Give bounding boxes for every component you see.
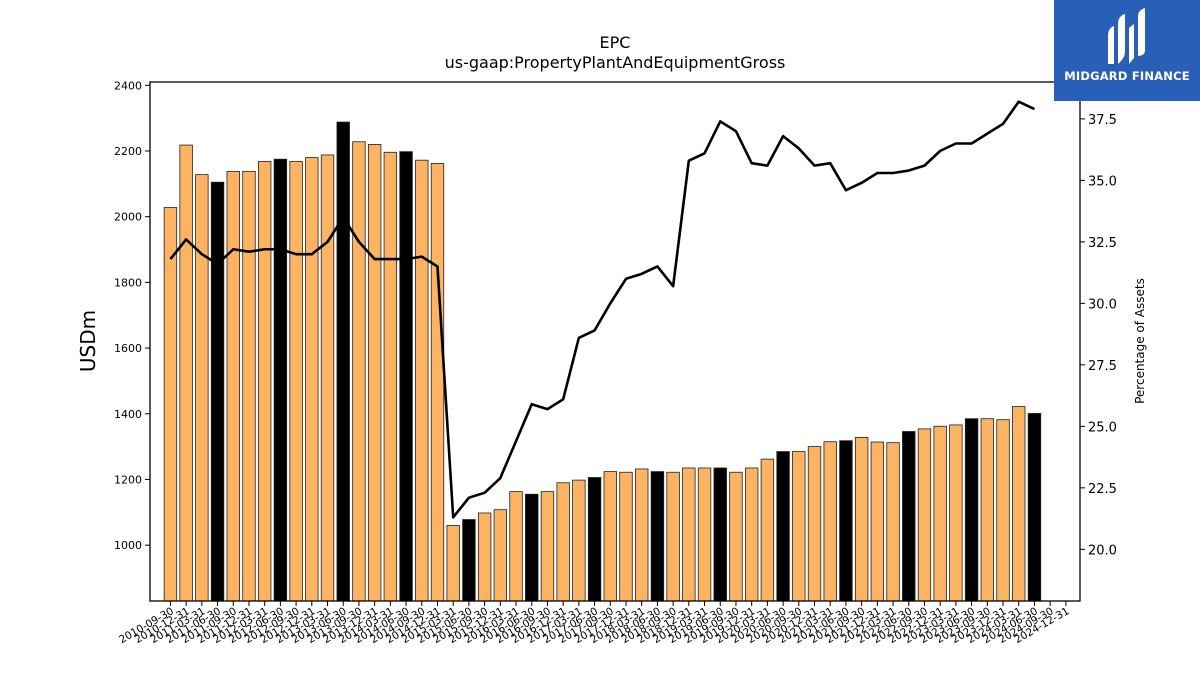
y-axis-label: USDm <box>76 310 100 372</box>
bar-2012-03-31 <box>257 161 272 602</box>
bar-2023-09-30 <box>980 418 995 602</box>
midgard-finance-logo: MIDGARD FINANCE <box>1054 0 1200 101</box>
bar-2017-03-31 <box>572 479 586 602</box>
chart-title: EPC <box>600 33 631 52</box>
bar-2014-12-31 <box>430 163 445 602</box>
bar-2013-09-30 <box>352 141 366 602</box>
bar-2013-06-30 <box>336 121 350 602</box>
y-tick-label: 2000 <box>114 211 142 224</box>
bar-2022-06-30 <box>902 431 916 602</box>
bar-2016-03-31 <box>509 491 523 602</box>
logo-text: MIDGARD FINANCE <box>1064 69 1190 83</box>
y-tick-label: 1800 <box>114 276 142 289</box>
y2-tick-label: 37.5 <box>1088 113 1117 128</box>
bar-2019-09-30 <box>729 471 743 602</box>
bar-2020-06-30 <box>776 451 790 602</box>
bar-2021-09-30 <box>854 437 869 602</box>
bar-2015-03-31 <box>446 525 460 602</box>
bar-2013-03-31 <box>320 154 335 602</box>
bar-2018-09-30 <box>666 471 680 602</box>
chart-subtitle: us-gaap:PropertyPlantAndEquipmentGross <box>445 53 786 72</box>
y-tick-label: 1200 <box>114 473 142 486</box>
bar-2023-12-31 <box>996 419 1010 602</box>
bar-2021-03-31 <box>823 441 837 602</box>
y2-tick-label: 35.0 <box>1088 174 1117 189</box>
y2-tick-label: 27.5 <box>1088 359 1117 374</box>
bar-2012-09-30 <box>289 161 303 602</box>
bar-2022-09-30 <box>917 428 932 602</box>
bar-2017-06-30 <box>587 477 602 602</box>
y-tick-label: 1600 <box>114 342 142 355</box>
bar-2015-12-31 <box>493 509 508 602</box>
bar-2024-06-30 <box>1027 413 1042 602</box>
bar-2011-06-30 <box>210 181 225 602</box>
bar-2010-12-31 <box>179 144 193 602</box>
y2-tick-label: 30.0 <box>1088 297 1117 312</box>
bar-2016-09-30 <box>540 491 555 602</box>
bar-2023-06-30 <box>964 418 979 602</box>
percentage-line-series <box>169 100 1035 519</box>
midgard-logo-icon <box>1108 8 1145 64</box>
y-tick-label: 1000 <box>114 539 142 552</box>
bar-2012-06-30 <box>273 158 288 602</box>
y2-tick-label: 22.5 <box>1088 482 1117 497</box>
bar-2020-03-31 <box>760 458 775 602</box>
bar-2017-09-30 <box>603 471 617 602</box>
bar-2021-06-30 <box>839 440 853 602</box>
bar-2020-09-30 <box>792 451 806 602</box>
y2-tick-label: 20.0 <box>1088 543 1117 558</box>
bar-2016-06-30 <box>525 493 539 602</box>
bar-2021-12-31 <box>870 441 885 602</box>
bar-2018-12-31 <box>682 467 696 602</box>
bar-2022-12-31 <box>933 425 947 602</box>
bar-2014-09-30 <box>415 159 429 602</box>
bar-2013-12-31 <box>367 144 382 602</box>
y2-tick-label: 25.0 <box>1088 420 1117 435</box>
bar-2011-12-31 <box>242 170 256 602</box>
bar-2014-06-30 <box>399 151 413 602</box>
bar-2018-06-30 <box>650 471 665 602</box>
y-tick-label: 2400 <box>114 79 142 92</box>
bar-2014-03-31 <box>383 151 398 602</box>
bar-2023-03-31 <box>949 424 963 602</box>
bar-2024-03-31 <box>1012 406 1026 602</box>
percentage-line <box>169 100 1035 519</box>
plot-frame <box>149 81 1081 602</box>
bar-2010-09-30 <box>163 207 178 602</box>
bar-2011-09-30 <box>226 170 240 602</box>
bar-2016-12-31 <box>556 482 570 602</box>
y-tick-label: 2200 <box>114 145 142 158</box>
bar-2015-06-30 <box>462 519 476 602</box>
bar-2019-06-30 <box>713 467 727 602</box>
bar-2020-12-31 <box>807 446 822 602</box>
y2-tick-label: 32.5 <box>1088 236 1117 251</box>
bar-2012-12-31 <box>305 157 319 602</box>
axes: 1000 1200 1400 1600 1800 2000 2200 2400 20.0 22.5… <box>114 79 1117 646</box>
y-tick-label: 1400 <box>114 408 142 421</box>
bar-2017-12-31 <box>619 471 633 602</box>
bar-series <box>163 121 1042 602</box>
bar-2019-03-31 <box>697 467 712 602</box>
bar-2015-09-30 <box>477 512 492 602</box>
bar-2022-03-31 <box>886 442 900 602</box>
bar-2019-12-31 <box>744 467 759 602</box>
bar-2011-03-31 <box>195 174 209 602</box>
y2-axis-label: Percentage of Assets <box>1133 278 1147 404</box>
bar-2018-03-31 <box>635 468 649 602</box>
